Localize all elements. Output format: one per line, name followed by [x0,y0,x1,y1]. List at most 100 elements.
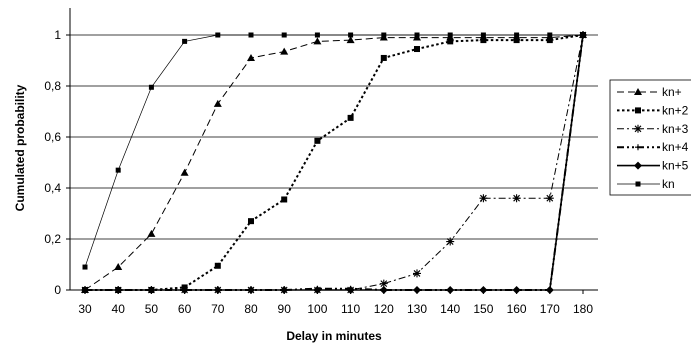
legend-marker [635,181,641,187]
data-point [447,32,453,38]
x-tick-label: 70 [211,302,225,316]
y-axis-title: Cumulated probability [13,84,27,211]
legend-marker [634,124,642,133]
y-tick-label: 0,6 [44,130,61,144]
legend-marker [635,107,641,114]
x-tick-label: 110 [341,302,360,316]
data-point [247,286,255,294]
series-line [84,34,584,291]
legend: kn+ kn+2 kn+3 kn+4 kn+5 kn [609,79,691,196]
data-point [215,32,221,38]
legend-label: kn+5 [662,159,689,173]
data-point [446,237,455,246]
data-point [546,37,553,44]
data-point [147,229,156,237]
series-line [85,34,584,291]
data-point [414,46,420,53]
data-point [248,218,254,225]
legend-label: kn+3 [662,122,689,136]
data-point [545,286,554,294]
x-tick-label: 160 [507,302,527,316]
data-point [547,32,553,38]
legend-entry: kn+3 [617,122,689,136]
data-point [115,167,121,173]
data-point [214,262,221,269]
data-point [381,32,387,38]
x-tick-label: 50 [145,302,159,316]
series-line [85,34,584,291]
data-point [480,32,486,38]
x-tick-label: 140 [440,302,460,316]
data-point [313,286,322,294]
legend-entry: kn+2 [617,103,689,117]
legend-entry: kn [617,177,675,191]
data-point [180,168,189,176]
legend-entry: kn+ [617,85,682,99]
x-tick-label: 80 [244,302,258,316]
data-point [314,137,321,144]
legend-marker [634,88,642,95]
data-point [114,286,123,294]
data-point [580,32,586,38]
data-point [347,114,354,121]
x-tick-label: 170 [540,302,560,316]
data-point [314,32,320,38]
x-tick-label: 90 [278,302,292,316]
x-tick-label: 30 [78,302,92,316]
legend-box [609,79,691,196]
legend-entry: kn+4 [617,140,689,154]
data-point [346,36,355,44]
legend-label: kn+4 [662,140,689,154]
data-point [180,286,189,294]
data-point [213,99,222,107]
data-point [479,286,488,294]
data-point [348,32,354,38]
data-point [413,286,421,294]
series-kn [82,32,586,270]
data-point [148,84,154,90]
y-tick-label: 0,2 [44,232,61,246]
legend-marker [635,144,641,151]
y-tick-label: 0,4 [44,181,61,195]
data-point [514,32,520,38]
y-tick-label: 0,8 [44,79,61,93]
data-point [82,264,88,270]
x-tick-label: 40 [112,302,126,316]
data-point [346,286,355,294]
series-layer [81,31,587,294]
x-tick-label: 130 [407,302,427,316]
x-tick-label: 60 [178,302,192,316]
legend-entry: kn+5 [617,159,689,173]
data-point [280,286,289,294]
legend-marker [634,161,642,170]
series-line [85,34,584,291]
legend-label: kn+ [662,85,682,99]
x-tick-label: 150 [473,302,493,316]
data-point [114,263,123,271]
data-point [380,54,387,61]
legend-label: kn+2 [662,103,689,117]
data-point [248,32,254,38]
data-point [446,286,455,294]
data-point [545,194,554,203]
y-tick-label: 0 [54,283,61,297]
data-point [81,286,89,294]
data-point [281,32,287,38]
data-point [247,53,255,61]
data-point [512,286,521,294]
x-tick-label: 120 [374,302,394,316]
x-tick-label: 180 [573,302,593,316]
data-point [513,37,520,44]
data-point [280,47,289,55]
data-point [379,279,388,288]
data-point [413,269,421,278]
data-point [147,286,156,294]
data-point [213,286,222,294]
data-point [379,286,388,294]
legend-label: kn [662,177,675,191]
data-point [480,37,487,44]
data-point [447,38,454,45]
x-axis-title: Delay in minutes [286,329,382,343]
